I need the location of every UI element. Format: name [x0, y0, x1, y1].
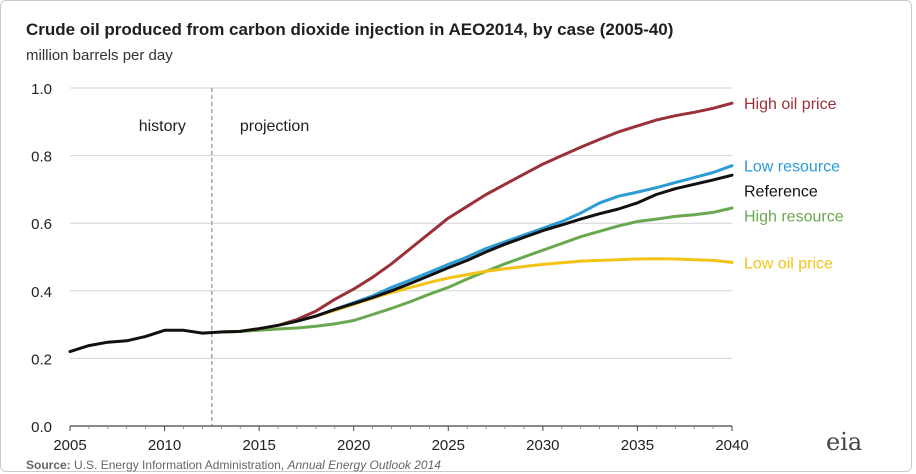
source-publication: Annual Energy Outlook 2014 — [287, 458, 441, 472]
x-tick-label: 2025 — [432, 437, 465, 454]
x-tick-label: 2030 — [526, 437, 559, 454]
series-label-reference: Reference — [744, 184, 818, 201]
eia-logo: eia — [826, 428, 863, 456]
series-label-low-resource: Low resource — [744, 159, 840, 176]
series-line-reference — [219, 173, 734, 334]
series-label-low-oil-price: Low oil price — [744, 255, 833, 272]
x-tick-label: 2020 — [337, 437, 370, 454]
series-line-low-resource — [219, 164, 734, 334]
y-tick-label: 1.0 — [31, 81, 52, 98]
history-line — [68, 328, 223, 354]
source-note: Source: U.S. Energy Information Administ… — [26, 458, 441, 472]
series-label-high-oil-price: High oil price — [744, 96, 837, 113]
chart-title: Crude oil produced from carbon dioxide i… — [26, 20, 674, 39]
y-tick-label: 0.2 — [31, 351, 52, 368]
x-tick-label: 2010 — [148, 437, 181, 454]
y-tick-label: 0.6 — [31, 216, 52, 233]
x-tick-label: 2005 — [53, 437, 86, 454]
source-text: U.S. Energy Information Administration, — [74, 458, 285, 472]
y-tick-label: 0.0 — [31, 419, 52, 436]
series-line-high-resource — [219, 206, 734, 334]
x-tick-label: 2015 — [242, 437, 275, 454]
series-label-high-resource: High resource — [744, 209, 844, 226]
series-line-high-oil-price — [219, 101, 734, 334]
history-label: history — [139, 118, 186, 135]
y-tick-label: 0.4 — [31, 284, 52, 301]
chart-subtitle: million barrels per day — [26, 47, 173, 64]
x-tick-label: 2035 — [621, 437, 654, 454]
x-tick-label: 2040 — [715, 437, 748, 454]
projection-label: projection — [240, 118, 309, 135]
source-label: Source: — [26, 458, 71, 472]
y-tick-label: 0.8 — [31, 149, 52, 166]
